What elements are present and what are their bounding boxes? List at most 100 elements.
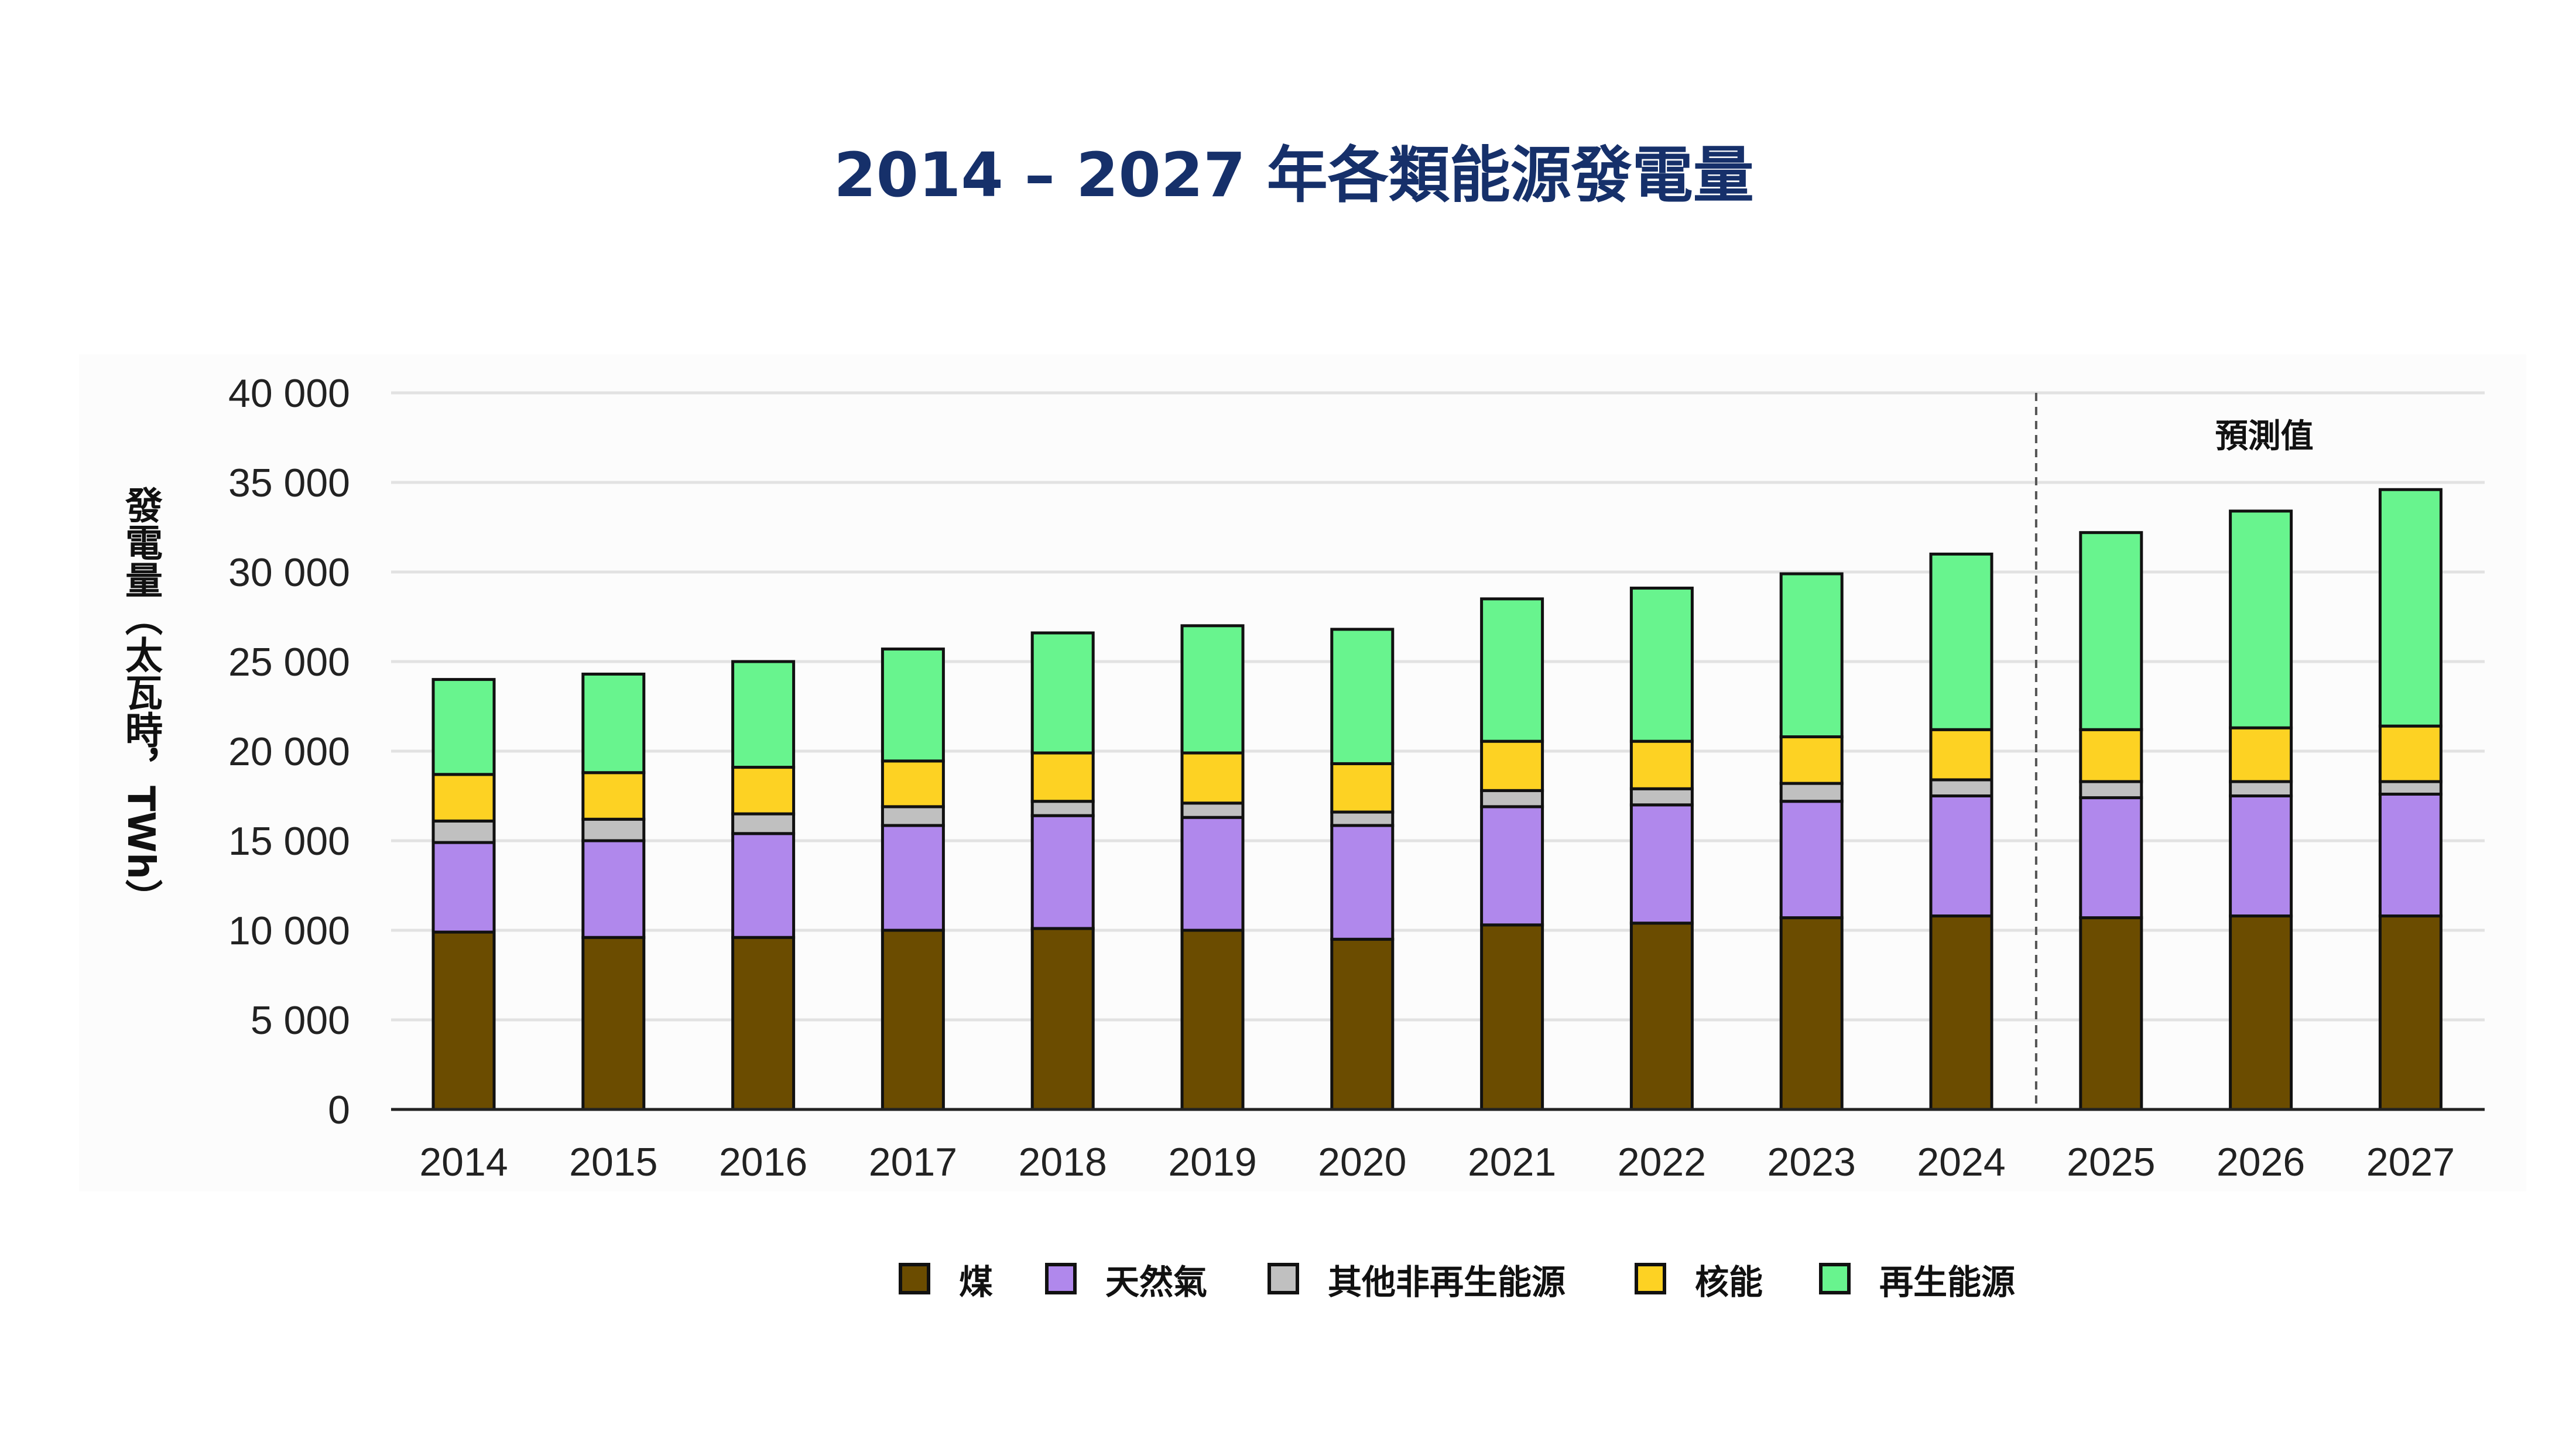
bar-segment <box>2079 728 2143 783</box>
bar-stack-2018 <box>1030 631 1095 1111</box>
bar-segment <box>1629 787 1694 807</box>
bar-segment <box>1030 800 1095 817</box>
bar-stack-2023 <box>1779 572 1844 1111</box>
x-tick-label: 2021 <box>1468 1140 1556 1184</box>
bar-stack-2026 <box>2229 509 2293 1111</box>
bar-segment <box>1929 778 1993 797</box>
bar-stack-2027 <box>2378 488 2443 1111</box>
bar-segment <box>1779 572 1844 739</box>
y-tick-label: 15 000 <box>228 819 350 864</box>
bar-segment <box>881 648 945 763</box>
bar-segment <box>581 936 646 1111</box>
legend-swatch <box>1268 1263 1299 1294</box>
x-tick-label: 2020 <box>1318 1140 1406 1184</box>
bar-segment <box>1030 751 1095 803</box>
bar-segment <box>1929 794 1993 918</box>
bar-segment <box>1929 914 1993 1111</box>
bar-segment <box>1779 916 1844 1111</box>
bar-segment <box>431 773 496 823</box>
legend-item: 其他非再生能源 <box>1268 1262 1566 1302</box>
chart-title: 2014 – 2027 年各類能源發電量 <box>834 139 1754 211</box>
bar-segment <box>2229 794 2293 918</box>
x-tick-label: 2015 <box>569 1140 657 1184</box>
legend-label: 煤 <box>959 1262 993 1302</box>
legend-label: 其他非再生能源 <box>1328 1262 1566 1302</box>
bars <box>431 488 2443 1111</box>
x-tick-label: 2019 <box>1168 1140 1256 1184</box>
legend-item: 核能 <box>1635 1262 1763 1302</box>
bar-segment <box>731 660 796 769</box>
bar-segment <box>431 841 496 934</box>
bar-segment <box>1330 824 1395 941</box>
x-tick-label: 2026 <box>2217 1140 2305 1184</box>
bar-stack-2025 <box>2079 531 2143 1111</box>
bar-segment <box>2229 780 2293 798</box>
x-tick-label: 2022 <box>1618 1140 1706 1184</box>
legend-item: 天然氣 <box>1045 1262 1207 1302</box>
bar-segment <box>2229 914 2293 1111</box>
bar-segment <box>2229 726 2293 783</box>
bar-segment <box>2079 780 2143 800</box>
bar-segment <box>431 678 496 776</box>
bar-segment <box>1480 923 1544 1111</box>
bar-segment <box>731 832 796 939</box>
y-tick-label: 5 000 <box>251 998 350 1043</box>
bar-segment <box>881 929 945 1111</box>
bar-segment <box>2378 792 2443 918</box>
bar-segment <box>1180 816 1245 932</box>
bar-segment <box>581 672 646 775</box>
bar-segment <box>1030 927 1095 1111</box>
bar-segment <box>581 771 646 821</box>
bar-segment <box>1030 814 1095 930</box>
y-tick-label: 10 000 <box>228 909 350 953</box>
legend-swatch <box>1635 1263 1666 1294</box>
bar-segment <box>2378 914 2443 1111</box>
bar-segment <box>1629 587 1694 743</box>
bar-segment <box>581 817 646 842</box>
y-tick-label: 35 000 <box>228 461 350 505</box>
x-tick-label: 2014 <box>419 1140 508 1184</box>
bar-stack-2022 <box>1629 587 1694 1111</box>
y-tick-label: 30 000 <box>228 550 350 595</box>
bar-segment <box>1180 801 1245 819</box>
bar-segment <box>1330 937 1395 1111</box>
legend-swatch <box>899 1263 930 1294</box>
bar-segment <box>1779 782 1844 803</box>
bar-segment <box>1480 805 1544 927</box>
bar-segment <box>1929 552 1993 731</box>
bar-segment <box>1330 628 1395 765</box>
y-tick-label: 0 <box>328 1088 350 1132</box>
bar-segment <box>1480 739 1544 792</box>
bar-segment <box>1929 728 1993 782</box>
bar-stack-2021 <box>1480 597 1544 1111</box>
bar-stack-2016 <box>731 660 796 1111</box>
legend-label: 再生能源 <box>1879 1262 2015 1302</box>
y-axis-ticks: 0 5 000 10 000 15 000 20 000 25 000 30 000 35 0… <box>228 371 350 1132</box>
y-tick-label: 40 000 <box>228 371 350 416</box>
x-tick-label: 2027 <box>2366 1140 2455 1184</box>
bar-stack-2024 <box>1929 552 1993 1111</box>
x-tick-label: 2018 <box>1019 1140 1107 1184</box>
bar-segment <box>881 824 945 932</box>
bar-segment <box>731 936 796 1111</box>
legend-item: 煤 <box>899 1262 993 1302</box>
legend-label: 天然氣 <box>1105 1262 1207 1302</box>
bar-segment <box>2079 531 2143 731</box>
bar-segment <box>2079 796 2143 920</box>
forecast-label: 預測值 <box>2215 417 2314 455</box>
x-tick-label: 2023 <box>1767 1140 1856 1184</box>
bar-segment <box>1180 624 1245 755</box>
bar-segment <box>1779 735 1844 785</box>
bar-segment <box>1180 751 1245 805</box>
x-tick-label: 2017 <box>869 1140 957 1184</box>
bar-segment <box>1779 800 1844 920</box>
bar-segment <box>881 805 945 827</box>
x-axis-ticks: 2014 2015 2016 2017 2018 2019 2020 2021 2022 2023… <box>419 1140 2455 1184</box>
bar-segment <box>1480 789 1544 809</box>
bar-segment <box>1180 929 1245 1111</box>
bar-stack-2017 <box>881 648 945 1111</box>
legend: 煤 天然氣 其他非再生能源 核能 再生能源 <box>899 1262 2015 1302</box>
bar-segment <box>1330 810 1395 827</box>
bar-segment <box>2378 724 2443 783</box>
bar-segment <box>1629 739 1694 790</box>
